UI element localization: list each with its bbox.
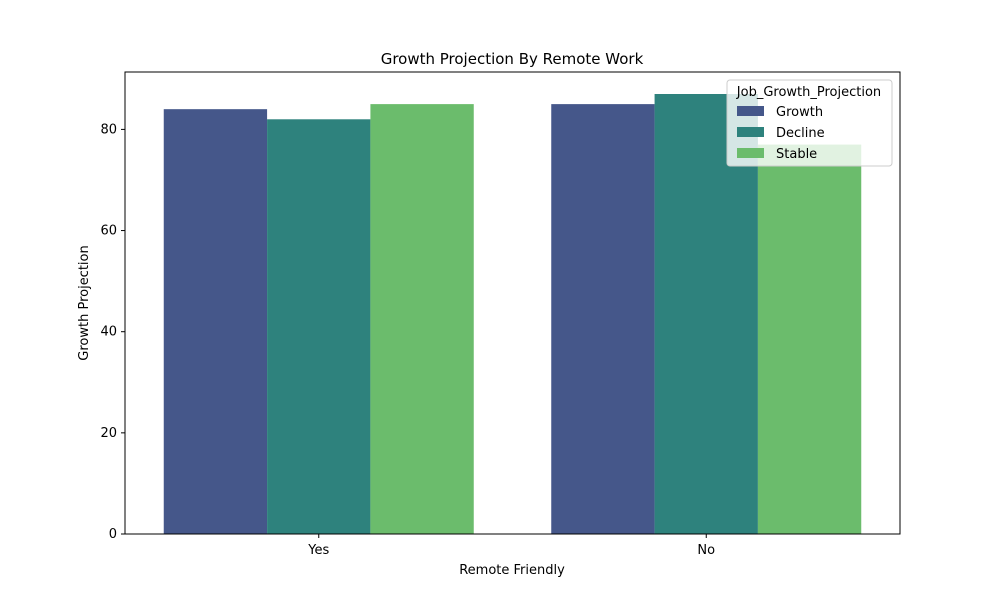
bar-growth-no	[551, 104, 655, 535]
legend-label-growth: Growth	[776, 105, 823, 120]
legend-label-decline: Decline	[776, 126, 825, 141]
chart-title: Growth Projection By Remote Work	[381, 50, 644, 68]
bar-growth-yes	[163, 109, 268, 534]
legend: Job_Growth_Projection Growth Decline Stabl…	[726, 79, 893, 167]
y-tick-label: 20	[100, 426, 117, 441]
y-tick-label: 80	[100, 122, 117, 137]
y-axis: 0 20 40 60 80	[100, 122, 125, 542]
legend-box	[726, 79, 893, 167]
bar-stable-no	[757, 144, 862, 534]
bars-group	[163, 94, 862, 535]
x-axis: Yes No	[307, 534, 715, 558]
x-tick-label: No	[697, 543, 715, 558]
y-tick-label: 60	[100, 224, 117, 239]
bar-stable-yes	[370, 104, 474, 535]
bar-decline-no	[654, 94, 758, 534]
plot-frame	[124, 71, 901, 535]
legend-title: Job_Growth_Projection	[736, 85, 881, 100]
bar-decline-yes	[267, 119, 371, 534]
y-tick-label: 0	[109, 527, 117, 542]
y-axis-label: Growth Projection	[77, 245, 92, 360]
legend-label-stable: Stable	[776, 147, 817, 162]
legend-swatch-stable	[737, 148, 764, 158]
y-tick-label: 40	[100, 325, 117, 340]
legend-swatch-decline	[737, 127, 764, 137]
legend-swatch-growth	[737, 106, 764, 116]
x-tick-label: Yes	[307, 543, 329, 558]
x-axis-label: Remote Friendly	[459, 563, 565, 578]
legend-items: Growth Decline Stable	[737, 105, 825, 162]
